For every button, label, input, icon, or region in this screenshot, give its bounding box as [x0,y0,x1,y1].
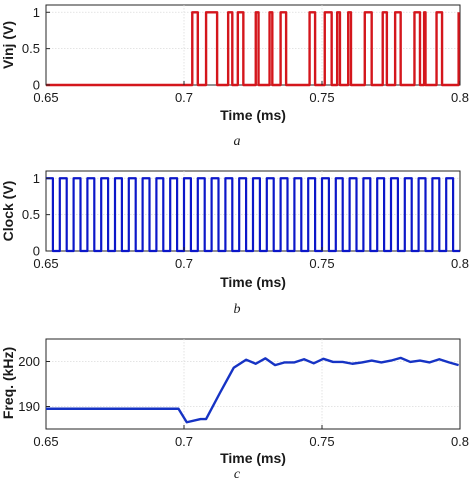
caption-a: a [234,134,241,149]
y-axis-label-b: Clock (V) [0,181,16,242]
y-tick-label: 0.5 [22,207,40,222]
x-tick-label: 0.7 [175,256,193,271]
y-tick-label: 0 [33,244,40,259]
y-tick-label: 0 [33,78,40,93]
panel-a-vinj: 00.51 0.65 0.7 0.75 0.8 Vinj (V) Time (ms) … [0,4,469,149]
y-tick-label: 1 [33,5,40,20]
y-tick-label: 0.5 [22,41,40,56]
panel-c-frequency: 190 200 0.65 0.7 0.75 0.8 Freq. (kHz) Time (… [0,338,469,481]
x-tick-label: 0.75 [309,434,334,449]
y-ticks-b: 00.51 [22,171,50,259]
y-ticks-a: 00.51 [22,5,50,93]
y-axis-label-a: Vinj (V) [0,21,16,69]
x-tick-label: 0.75 [309,256,334,271]
x-ticks-a: 0.65 0.7 0.75 0.8 [33,81,469,105]
x-tick-label: 0.65 [33,256,58,271]
y-axis-label-c: Freq. (kHz) [0,347,16,419]
x-tick-label: 0.65 [33,434,58,449]
x-ticks-b: 0.65 0.7 0.75 0.8 [33,247,469,271]
x-tick-label: 0.8 [451,256,469,271]
x-tick-label: 0.8 [451,434,469,449]
x-tick-label: 0.7 [175,434,193,449]
caption-b: b [234,302,241,317]
x-tick-label: 0.65 [33,90,58,105]
y-tick-label: 1 [33,171,40,186]
y-ticks-c: 190 200 [18,354,50,414]
y-tick-label: 190 [18,399,40,414]
x-axis-label-c: Time (ms) [220,450,286,466]
x-axis-label-a: Time (ms) [220,107,286,123]
x-tick-label: 0.8 [451,90,469,105]
plot-area-c [45,338,461,430]
vinj-series-line [46,11,460,87]
clock-series-line [46,177,460,253]
caption-c: c [234,467,241,481]
panel-b-clock: 00.51 0.65 0.7 0.75 0.8 Clock (V) Time (ms)… [0,170,469,317]
y-tick-label: 200 [18,354,40,369]
x-tick-label: 0.7 [175,90,193,105]
x-tick-label: 0.75 [309,90,334,105]
plot-area-a [45,4,461,86]
x-axis-label-b: Time (ms) [220,274,286,290]
grid-a [46,5,460,85]
frequency-series-line [46,356,459,424]
x-ticks-c: 0.65 0.7 0.75 0.8 [33,425,469,449]
